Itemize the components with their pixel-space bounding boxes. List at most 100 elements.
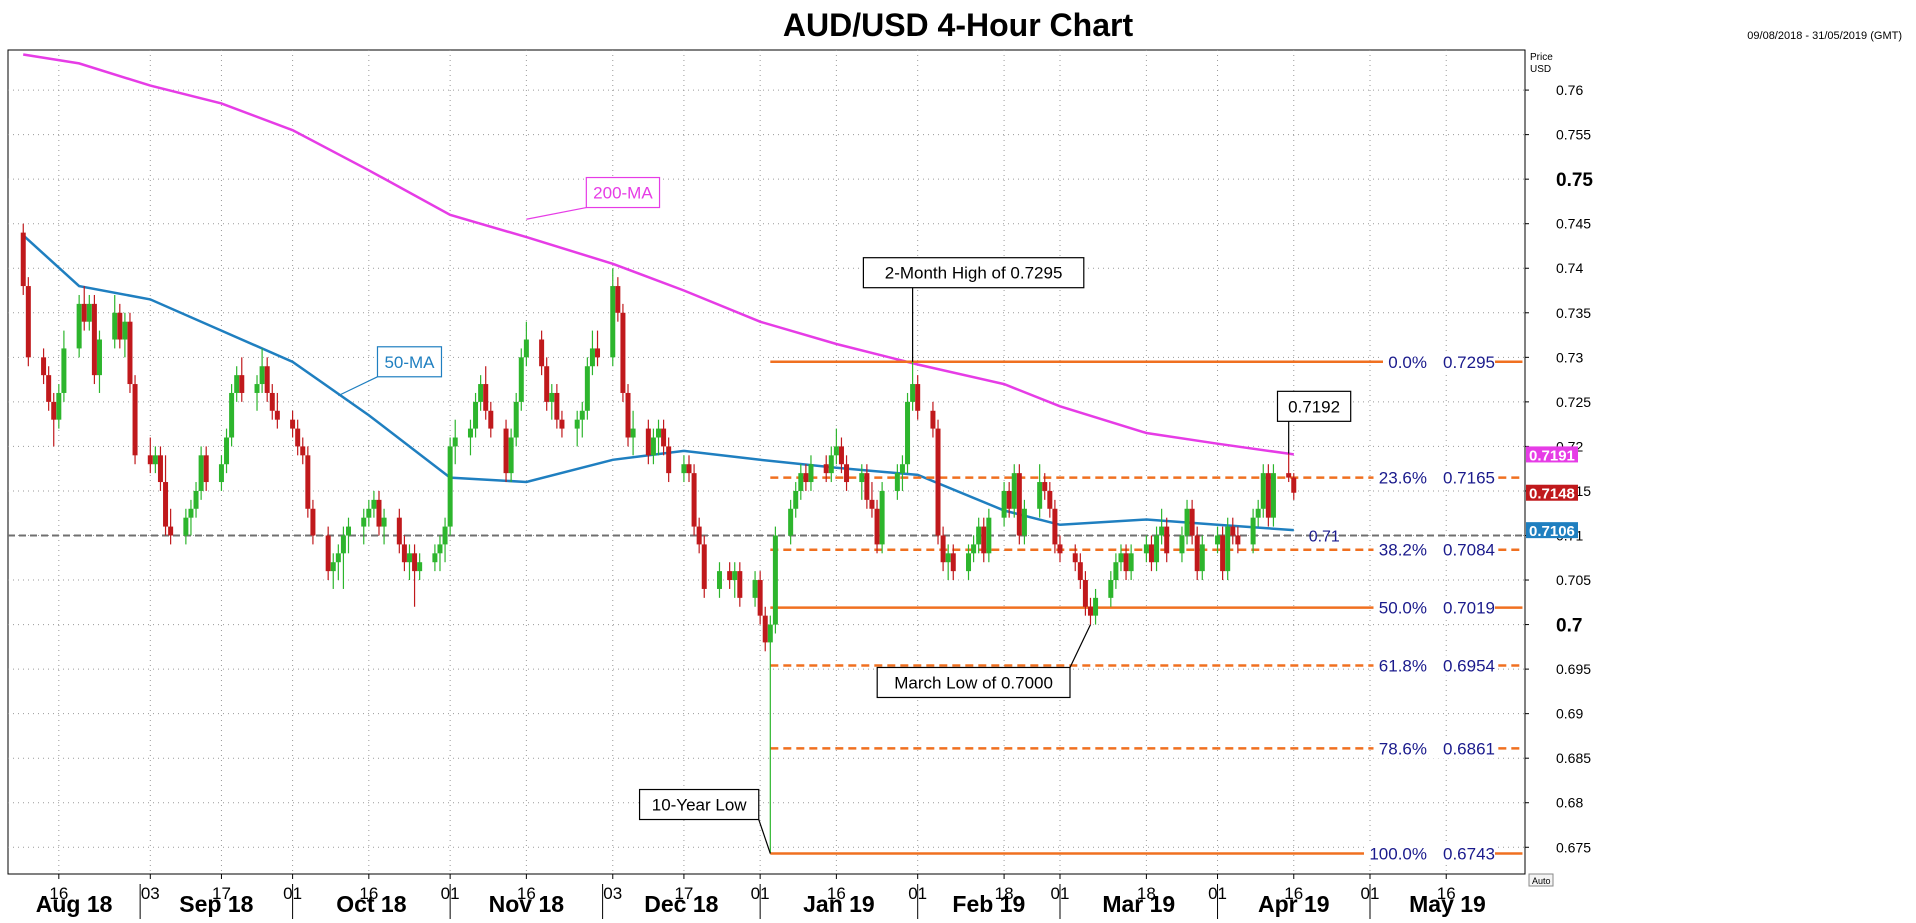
candle-body: [234, 375, 240, 393]
auto-scale-button[interactable]: [1528, 873, 1554, 887]
candle-body: [767, 624, 773, 643]
candle-body: [467, 428, 473, 438]
candle-body: [1270, 473, 1276, 518]
candle-body: [1148, 544, 1154, 563]
candle-body: [844, 464, 850, 483]
candle-body: [1021, 508, 1027, 536]
candle-body: [696, 526, 702, 545]
moving-averages: [22, 53, 1294, 532]
price-tag: [1526, 446, 1578, 463]
candle-body: [869, 499, 875, 509]
candle-body: [147, 455, 153, 465]
candle-body: [559, 419, 565, 429]
candle-body: [473, 401, 479, 429]
callout-box: [585, 176, 661, 209]
x-tick-label: 03: [141, 884, 160, 903]
candle-body: [950, 553, 956, 572]
month-label: Oct 18: [336, 891, 407, 917]
candle-body: [1230, 526, 1236, 536]
candle-body: [366, 508, 372, 518]
candle-body: [518, 357, 524, 402]
candle-body: [620, 312, 626, 393]
candle-body: [793, 490, 799, 509]
fib-price-label: 0.7019: [1443, 599, 1495, 618]
callout-text: 10-Year Low: [652, 796, 748, 815]
candle-body: [1260, 473, 1266, 509]
candle-body: [1199, 544, 1205, 572]
callout-line: [758, 819, 771, 854]
y-tick-label: 0.76: [1556, 82, 1583, 98]
candle-body: [259, 366, 265, 385]
y-tick-label: 0.735: [1556, 305, 1591, 321]
price-axis: Price USD Auto 0.76 0.755 0.75 0.745 0.74 0.7…: [1525, 52, 1593, 887]
candle-body: [1220, 535, 1226, 572]
candle-body: [239, 375, 245, 393]
x-tick-label: 16: [1284, 884, 1303, 903]
y-tick-label: 0.745: [1556, 216, 1591, 232]
candle-body: [945, 553, 951, 563]
candle-body: [1128, 553, 1134, 572]
candle-body: [737, 571, 743, 598]
x-tick-label: 16: [517, 884, 536, 903]
candle-body: [46, 375, 52, 402]
candle-body: [361, 517, 367, 527]
callout-line: [1069, 624, 1092, 668]
candle-body: [1215, 535, 1221, 545]
candle-body: [1037, 482, 1043, 509]
candle-body: [1057, 544, 1063, 554]
horizontal-line-label: 0.71: [1309, 528, 1340, 545]
candle-body: [905, 401, 911, 465]
annotations: 200-MA 50-MA 2-Month High of 0.7295 0.7192 M…: [338, 176, 1352, 854]
candle-body: [401, 544, 407, 563]
candle-body: [894, 473, 900, 491]
chart-title: AUD/USD 4-Hour Chart: [782, 7, 1134, 43]
candle-body: [1087, 606, 1093, 616]
x-tick-label: 16: [827, 884, 846, 903]
month-label: Jan 19: [803, 891, 875, 917]
candle-body: [823, 464, 829, 474]
candle-body: [828, 455, 834, 474]
callout-line: [526, 206, 587, 220]
candle-body: [198, 455, 204, 491]
candle-body: [437, 544, 443, 554]
candle-body: [81, 303, 87, 322]
y-tick-label: 0.725: [1556, 394, 1591, 410]
month-label: Mar 19: [1102, 891, 1175, 917]
candle-body: [971, 544, 977, 554]
candle-body: [224, 437, 230, 465]
candle-body: [406, 553, 412, 563]
candle-body: [483, 384, 489, 411]
candle-body: [300, 446, 306, 456]
fib-price-label: 0.7084: [1443, 541, 1495, 560]
y-tick-label: 0.685: [1556, 750, 1591, 766]
y-tick-label: 0.7: [1556, 616, 1582, 637]
candle-body: [752, 580, 758, 598]
candle-body: [376, 499, 382, 527]
candle-body: [503, 428, 509, 474]
candle-body: [757, 580, 763, 616]
candle-body: [666, 446, 672, 474]
candle-body: [381, 517, 387, 527]
candle-body: [772, 535, 778, 625]
candle-body: [879, 490, 885, 545]
plot-frame: [7, 49, 1526, 875]
candle-body: [625, 392, 631, 438]
time-axis: 16 03 17 01 16 01 16 03 17 01 16 01 18 01 18 01 16 01 16Au…: [36, 874, 1486, 919]
candle-body: [117, 312, 123, 340]
candle-body: [330, 562, 336, 572]
candle-body: [1006, 490, 1012, 509]
callout-text: 0.7192: [1288, 397, 1340, 416]
x-tick-label: 03: [603, 884, 622, 903]
candle-body: [1291, 477, 1297, 493]
price-tag: [1526, 484, 1578, 501]
candle-body: [584, 366, 590, 411]
candle-body: [20, 232, 26, 287]
candle-body: [56, 392, 62, 420]
candle-body: [254, 384, 260, 393]
candle-body: [325, 535, 331, 572]
x-tick-label: 18: [1137, 884, 1156, 903]
auto-scale-label[interactable]: Auto: [1532, 876, 1551, 886]
fib-percent-label: 23.6%: [1379, 469, 1427, 488]
x-tick-label: 16: [359, 884, 378, 903]
candle-body: [345, 526, 351, 536]
